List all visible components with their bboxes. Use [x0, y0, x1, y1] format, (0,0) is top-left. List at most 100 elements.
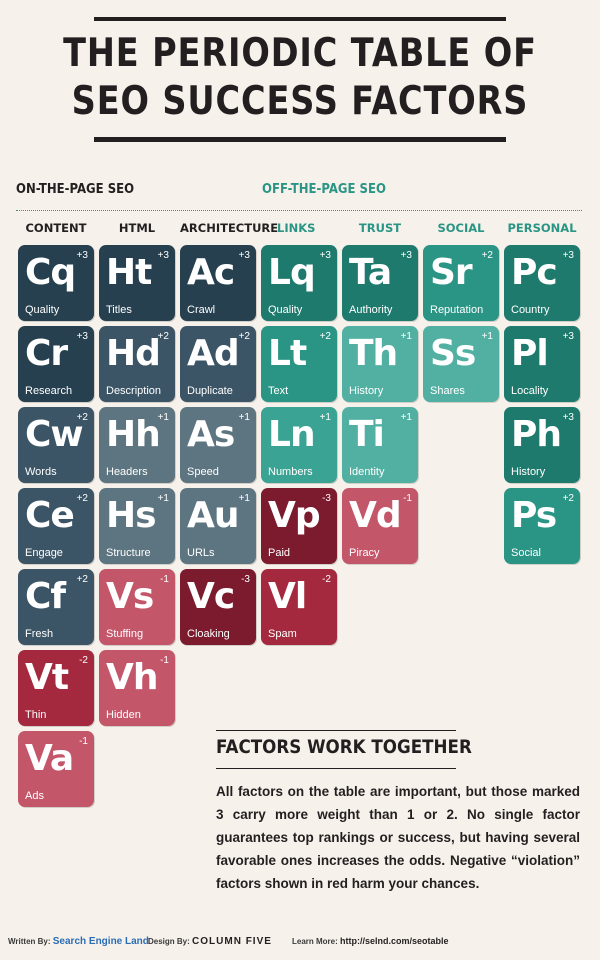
element-symbol: Lt	[268, 333, 307, 374]
element-tile-ce: Ce +2 Engage	[18, 488, 94, 564]
element-tile-sr: Sr +2 Reputation	[423, 245, 499, 321]
element-name: Duplicate	[187, 385, 233, 397]
element-name: Hidden	[106, 709, 141, 721]
element-name: Authority	[349, 304, 393, 316]
footer-written-by-label: Written By:	[8, 937, 51, 946]
element-name: Quality	[268, 304, 303, 316]
element-tile-ln: Ln +1 Numbers	[261, 407, 337, 483]
element-weight: +2	[562, 493, 574, 504]
element-weight: +1	[238, 412, 250, 423]
element-tile-ta: Ta +3 Authority	[342, 245, 418, 321]
element-tile-vs: Vs -1 Stuffing	[99, 569, 175, 645]
factors-heading: FACTORS WORK TOGETHER	[216, 736, 472, 758]
element-name: Thin	[25, 709, 47, 721]
element-weight: +2	[319, 331, 331, 342]
element-tile-hs: Hs +1 Structure	[99, 488, 175, 564]
element-symbol: Ta	[349, 252, 392, 293]
element-symbol: Ln	[268, 414, 316, 455]
element-name: Shares	[430, 385, 465, 397]
element-tile-ht: Ht +3 Titles	[99, 245, 175, 321]
element-symbol: Hh	[106, 414, 161, 455]
element-tile-ps: Ps +2 Social	[504, 488, 580, 564]
element-name: Structure	[106, 547, 151, 559]
element-weight: +3	[157, 250, 169, 261]
column-header-links: LINKS	[277, 221, 316, 235]
element-symbol: Ht	[106, 252, 152, 293]
page-title-line2: SEO SUCCESS FACTORS	[71, 79, 529, 124]
footer-design-by: Design By: COLUMN FIVE	[148, 936, 272, 947]
element-symbol: Va	[25, 738, 74, 779]
element-weight: +2	[238, 331, 250, 342]
element-tile-vc: Vc -3 Cloaking	[180, 569, 256, 645]
element-name: Fresh	[25, 628, 54, 640]
element-weight: +1	[157, 493, 169, 504]
element-tile-ss: Ss +1 Shares	[423, 326, 499, 402]
element-name: Piracy	[349, 547, 380, 559]
title-bottom-rule	[94, 137, 506, 142]
column-header-social: SOCIAL	[437, 221, 485, 235]
element-symbol: Vp	[268, 495, 321, 536]
element-tile-ph: Ph +3 History	[504, 407, 580, 483]
element-symbol: Vc	[187, 576, 235, 617]
element-symbol: Ce	[25, 495, 75, 536]
element-symbol: Ss	[430, 333, 476, 374]
element-name: Cloaking	[187, 628, 230, 640]
element-symbol: Vh	[106, 657, 158, 698]
element-weight: +2	[76, 493, 88, 504]
column-header-architecture: ARCHITECTURE	[180, 221, 279, 235]
element-symbol: Vs	[106, 576, 154, 617]
footer-learn-more-label: Learn More:	[292, 937, 338, 946]
element-weight: +3	[562, 331, 574, 342]
element-name: Speed	[187, 466, 219, 478]
section-off-page: OFF-THE-PAGE SEO	[262, 182, 386, 197]
element-symbol: Cq	[25, 252, 76, 293]
element-name: Text	[268, 385, 289, 397]
element-name: Crawl	[187, 304, 216, 316]
element-tile-pc: Pc +3 Country	[504, 245, 580, 321]
footer-url-link[interactable]: http://selnd.com/seotable	[340, 936, 449, 946]
element-symbol: Ac	[187, 252, 235, 293]
footer-written-by: Written By: Search Engine Land	[8, 936, 149, 947]
element-symbol: Ti	[349, 414, 385, 455]
column-five-logo: COLUMN FIVE	[192, 936, 272, 947]
element-tile-vh: Vh -1 Hidden	[99, 650, 175, 726]
element-name: History	[349, 385, 384, 397]
element-weight: -3	[322, 493, 331, 504]
element-weight: +3	[562, 412, 574, 423]
element-name: Country	[511, 304, 550, 316]
element-weight: +2	[481, 250, 493, 261]
factors-body: All factors on the table are important, …	[216, 784, 580, 891]
element-tile-hd: Hd +2 Description	[99, 326, 175, 402]
element-weight: +2	[76, 574, 88, 585]
element-tile-vd: Vd -1 Piracy	[342, 488, 418, 564]
section-on-page: ON-THE-PAGE SEO	[16, 182, 135, 197]
element-name: Words	[25, 466, 57, 478]
element-weight: -2	[79, 655, 88, 666]
element-tile-cw: Cw +2 Words	[18, 407, 94, 483]
footer-design-by-label: Design By:	[148, 937, 190, 946]
element-weight: +1	[319, 412, 331, 423]
element-tile-hh: Hh +1 Headers	[99, 407, 175, 483]
element-symbol: Th	[349, 333, 398, 374]
element-symbol: Pl	[511, 333, 549, 374]
element-weight: +1	[157, 412, 169, 423]
element-symbol: Vd	[349, 495, 402, 536]
element-weight: -1	[79, 736, 88, 747]
element-name: URLs	[187, 547, 215, 559]
element-symbol: Ph	[511, 414, 562, 455]
element-symbol: As	[187, 414, 235, 455]
element-weight: +2	[76, 412, 88, 423]
column-header-trust: TRUST	[358, 221, 402, 235]
element-tile-au: Au +1 URLs	[180, 488, 256, 564]
page-title-line1: THE PERIODIC TABLE OF	[63, 31, 537, 76]
element-symbol: Cr	[25, 333, 68, 374]
element-weight: +3	[76, 331, 88, 342]
element-weight: +3	[400, 250, 412, 261]
element-tile-as: As +1 Speed	[180, 407, 256, 483]
element-name: Headers	[106, 466, 148, 478]
element-tile-cq: Cq +3 Quality	[18, 245, 94, 321]
element-name: Reputation	[430, 304, 484, 316]
element-name: Engage	[25, 547, 63, 559]
element-symbol: Cf	[25, 576, 66, 617]
element-tile-lq: Lq +3 Quality	[261, 245, 337, 321]
